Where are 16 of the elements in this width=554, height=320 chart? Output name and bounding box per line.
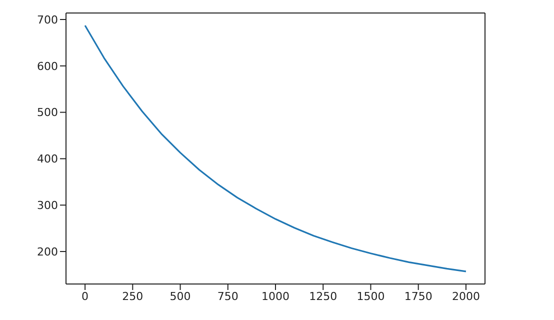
x-tick-label: 250 xyxy=(122,290,144,303)
x-tick-label: 1250 xyxy=(309,290,338,303)
x-tick-label: 2000 xyxy=(452,290,480,303)
y-tick-label: 600 xyxy=(37,60,58,73)
x-tick-label: 1000 xyxy=(262,290,290,303)
y-tick-label: 300 xyxy=(37,199,58,212)
x-tick-label: 750 xyxy=(217,290,238,303)
x-tick-label: 1500 xyxy=(356,290,385,303)
y-tick-label: 500 xyxy=(37,106,58,120)
x-tick-label: 0 xyxy=(82,290,89,303)
x-tick-label: 500 xyxy=(170,290,191,303)
line-series xyxy=(84,24,467,272)
y-tick-label: 400 xyxy=(37,152,58,166)
y-tick-label: 200 xyxy=(37,245,58,258)
x-tick-label: 1750 xyxy=(404,290,432,303)
y-tick-label: 700 xyxy=(37,13,58,26)
